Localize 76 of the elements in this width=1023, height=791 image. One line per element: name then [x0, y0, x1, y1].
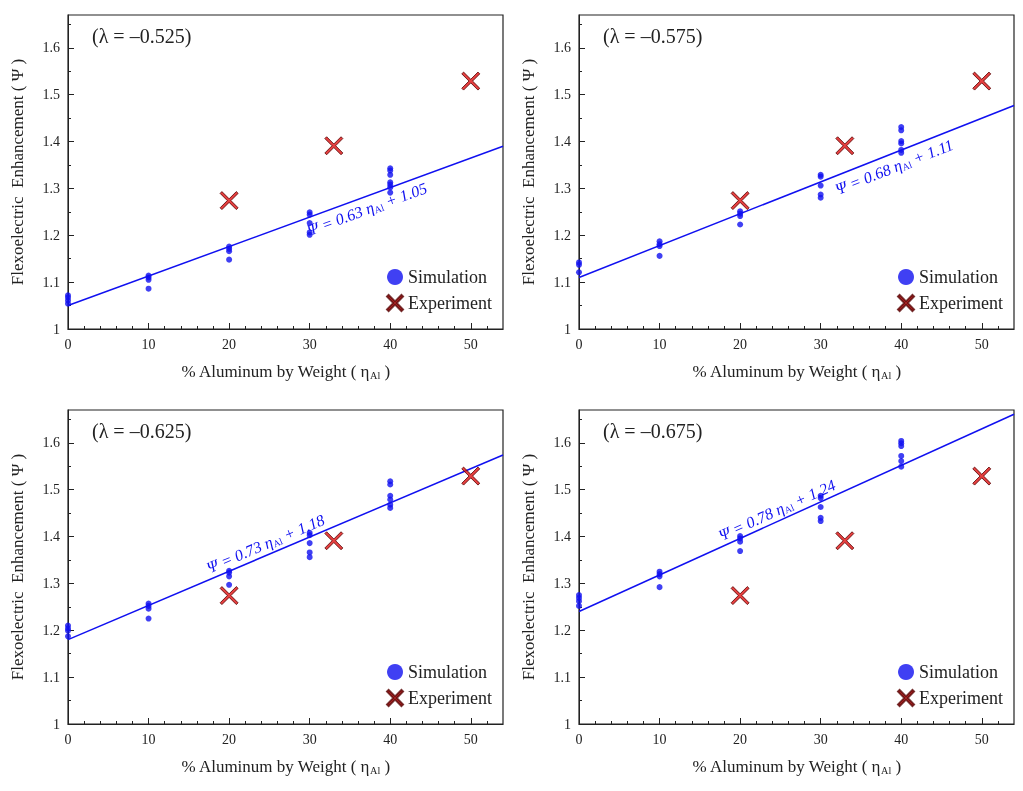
x-tick-label: 20: [733, 336, 748, 352]
y-tick-label: 1.6: [42, 435, 60, 451]
y-tick-label: 1.2: [42, 227, 60, 243]
y-tick-label: 1.5: [42, 87, 60, 103]
y-axis-title: Flexoelectric Enhancement ( Ψ ): [519, 58, 538, 286]
annotation: Ψ = 0.68 ηAl + 1.11: [832, 135, 956, 199]
y-tick-label: 1: [53, 321, 60, 337]
annotation: (λ = –0.525): [92, 25, 192, 48]
x-tick-label: 50: [974, 336, 989, 352]
y-tick-label: 1.3: [553, 575, 571, 591]
x-tick-label: 30: [302, 336, 317, 352]
y-tick-label: 1.5: [553, 87, 571, 103]
y-tick-label: 1.5: [553, 482, 571, 498]
legend-label: Simulation: [408, 267, 488, 287]
x-tick-label: 10: [652, 336, 667, 352]
y-tick-label: 1.5: [42, 482, 60, 498]
y-tick-label: 1.3: [42, 180, 60, 196]
y-tick-label: 1.6: [553, 435, 571, 451]
annotation: Ψ = 0.73 ηAl + 1.18: [204, 511, 328, 578]
y-axis-title: Flexoelectric Enhancement ( Ψ ): [8, 453, 27, 681]
x-tick-label: 40: [383, 336, 398, 352]
x-tick-label: 10: [652, 731, 667, 747]
legend-label: Experiment: [919, 688, 1004, 708]
y-tick-label: 1.6: [42, 40, 60, 56]
x-axis-title: % Aluminum by Weight ( ηAl ): [692, 362, 902, 382]
x-tick-label: 50: [463, 731, 478, 747]
annotation: (λ = –0.575): [603, 25, 703, 48]
legend-label: Experiment: [408, 293, 493, 313]
y-tick-label: 1.4: [42, 134, 60, 150]
y-tick-label: 1.1: [553, 669, 571, 685]
annotation: Ψ = 0.78 ηAl + 1.24: [715, 476, 839, 545]
x-tick-label: 50: [974, 731, 989, 747]
x-tick-label: 20: [222, 731, 237, 747]
y-tick-label: 1.4: [42, 529, 60, 545]
y-tick-label: 1.1: [42, 274, 60, 290]
x-tick-label: 30: [302, 731, 317, 747]
x-tick-label: 40: [894, 731, 909, 747]
x-axis-title: % Aluminum by Weight ( ηAl ): [692, 757, 902, 777]
legend-label: Experiment: [919, 293, 1004, 313]
x-axis-title: % Aluminum by Weight ( ηAl ): [181, 757, 391, 777]
y-axis-title: Flexoelectric Enhancement ( Ψ ): [8, 58, 27, 286]
legend-label: Simulation: [919, 662, 999, 682]
y-tick-label: 1: [53, 716, 60, 732]
x-tick-label: 40: [383, 731, 398, 747]
annotation: (λ = –0.675): [603, 420, 703, 443]
legend-label: Simulation: [408, 662, 488, 682]
y-tick-label: 1.4: [553, 134, 571, 150]
x-tick-label: 30: [813, 731, 828, 747]
y-tick-label: 1.3: [553, 180, 571, 196]
x-tick-label: 40: [894, 336, 909, 352]
x-tick-label: 30: [813, 336, 828, 352]
x-tick-label: 0: [575, 336, 583, 352]
y-tick-label: 1.4: [553, 529, 571, 545]
x-tick-label: 0: [64, 731, 72, 747]
x-tick-label: 0: [575, 731, 583, 747]
x-tick-label: 20: [733, 731, 748, 747]
x-tick-label: 10: [141, 731, 156, 747]
y-tick-label: 1.2: [553, 227, 571, 243]
x-tick-label: 0: [64, 336, 72, 352]
y-tick-label: 1.6: [553, 40, 571, 56]
y-tick-label: 1: [564, 716, 571, 732]
y-tick-label: 1.2: [42, 622, 60, 638]
y-tick-label: 1.1: [42, 669, 60, 685]
legend-label: Simulation: [919, 267, 999, 287]
y-tick-label: 1.2: [553, 622, 571, 638]
x-tick-label: 50: [463, 336, 478, 352]
x-tick-label: 20: [222, 336, 237, 352]
y-tick-label: 1: [564, 321, 571, 337]
annotation: (λ = –0.625): [92, 420, 192, 443]
y-axis-title: Flexoelectric Enhancement ( Ψ ): [519, 453, 538, 681]
annotation: Ψ = 0.63 ηAl + 1.05: [304, 179, 430, 240]
x-tick-label: 10: [141, 336, 156, 352]
y-tick-label: 1.3: [42, 575, 60, 591]
legend-label: Experiment: [408, 688, 493, 708]
x-axis-title: % Aluminum by Weight ( ηAl ): [181, 362, 391, 382]
y-tick-label: 1.1: [553, 274, 571, 290]
